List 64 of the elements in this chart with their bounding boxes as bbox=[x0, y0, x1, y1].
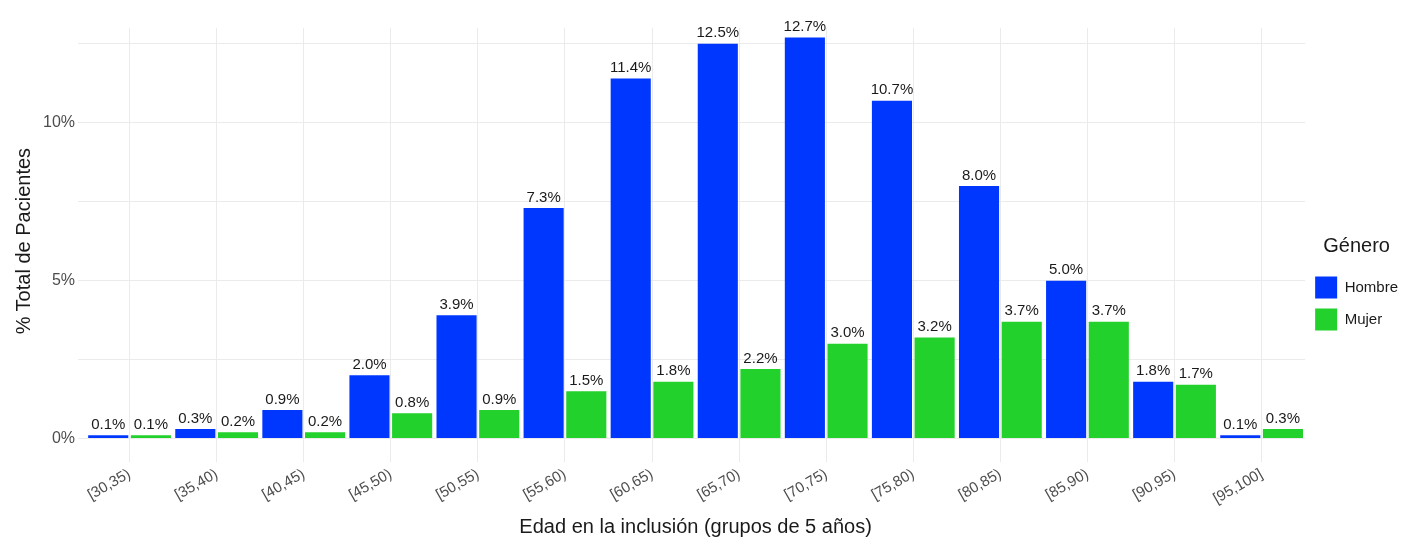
bar bbox=[958, 185, 1000, 439]
bar bbox=[1133, 381, 1174, 439]
bar bbox=[217, 432, 259, 439]
data-label: 0.1% bbox=[133, 415, 168, 432]
data-label: 2.2% bbox=[743, 348, 778, 366]
bar bbox=[610, 78, 651, 439]
bar bbox=[305, 432, 346, 439]
bar bbox=[740, 369, 781, 439]
bar bbox=[566, 391, 607, 439]
data-label: 3.0% bbox=[830, 323, 865, 341]
data-label: 12.5% bbox=[696, 23, 740, 41]
legend-title: Género bbox=[1323, 234, 1390, 257]
bar bbox=[871, 100, 913, 439]
y-axis-title: % Total de Pacientes bbox=[11, 147, 34, 335]
data-label: 3.2% bbox=[917, 317, 952, 335]
bar bbox=[436, 315, 477, 439]
data-label: 1.5% bbox=[569, 370, 604, 388]
data-label: 0.9% bbox=[265, 389, 300, 407]
x-axis-title: Edad en la inclusión (grupos de 5 años) bbox=[519, 514, 872, 537]
data-label: 0.3% bbox=[178, 408, 213, 426]
legend-label: Mujer bbox=[1344, 309, 1383, 327]
data-label: 0.2% bbox=[220, 411, 256, 429]
bar bbox=[1262, 429, 1303, 439]
data-label: 3.7% bbox=[1091, 301, 1126, 319]
bar bbox=[697, 43, 738, 439]
data-label: 1.8% bbox=[656, 361, 691, 379]
data-label: 12.7% bbox=[783, 17, 827, 35]
bar bbox=[1220, 435, 1261, 439]
legend-label: Hombre bbox=[1344, 277, 1399, 295]
bar bbox=[262, 410, 303, 439]
data-label: 1.8% bbox=[1136, 361, 1171, 379]
bar bbox=[130, 435, 171, 439]
bar bbox=[1088, 321, 1129, 439]
data-label: 5.0% bbox=[1049, 260, 1084, 278]
data-label: 0.1% bbox=[1223, 415, 1258, 432]
bar bbox=[349, 375, 390, 439]
data-label: 7.3% bbox=[526, 187, 561, 205]
data-label: 2.0% bbox=[352, 355, 387, 372]
data-label: 0.2% bbox=[307, 411, 343, 429]
data-label: 11.4% bbox=[610, 58, 652, 76]
bar bbox=[88, 435, 129, 439]
bar bbox=[392, 413, 433, 439]
bar bbox=[784, 37, 825, 439]
data-label: 3.7% bbox=[1004, 301, 1039, 319]
bar bbox=[1001, 321, 1042, 439]
data-label: 3.9% bbox=[439, 295, 474, 312]
bar bbox=[653, 381, 694, 439]
data-label: 1.7% bbox=[1178, 364, 1213, 382]
bar bbox=[175, 429, 216, 439]
y-tick-label: 10% bbox=[42, 113, 76, 131]
bar bbox=[914, 337, 955, 439]
bar bbox=[827, 343, 868, 439]
bar bbox=[479, 410, 520, 439]
bar bbox=[1046, 280, 1087, 439]
data-label: 0.1% bbox=[91, 415, 126, 432]
data-label: 8.0% bbox=[961, 165, 997, 183]
data-label: 10.7% bbox=[870, 80, 914, 98]
bar bbox=[1175, 384, 1216, 439]
bar bbox=[523, 208, 564, 439]
data-label: 0.9% bbox=[482, 389, 517, 407]
data-label: 0.8% bbox=[395, 392, 430, 410]
data-label: 0.3% bbox=[1265, 408, 1301, 426]
y-tick-label: 5% bbox=[51, 271, 76, 289]
y-tick-label: 0% bbox=[51, 428, 76, 446]
